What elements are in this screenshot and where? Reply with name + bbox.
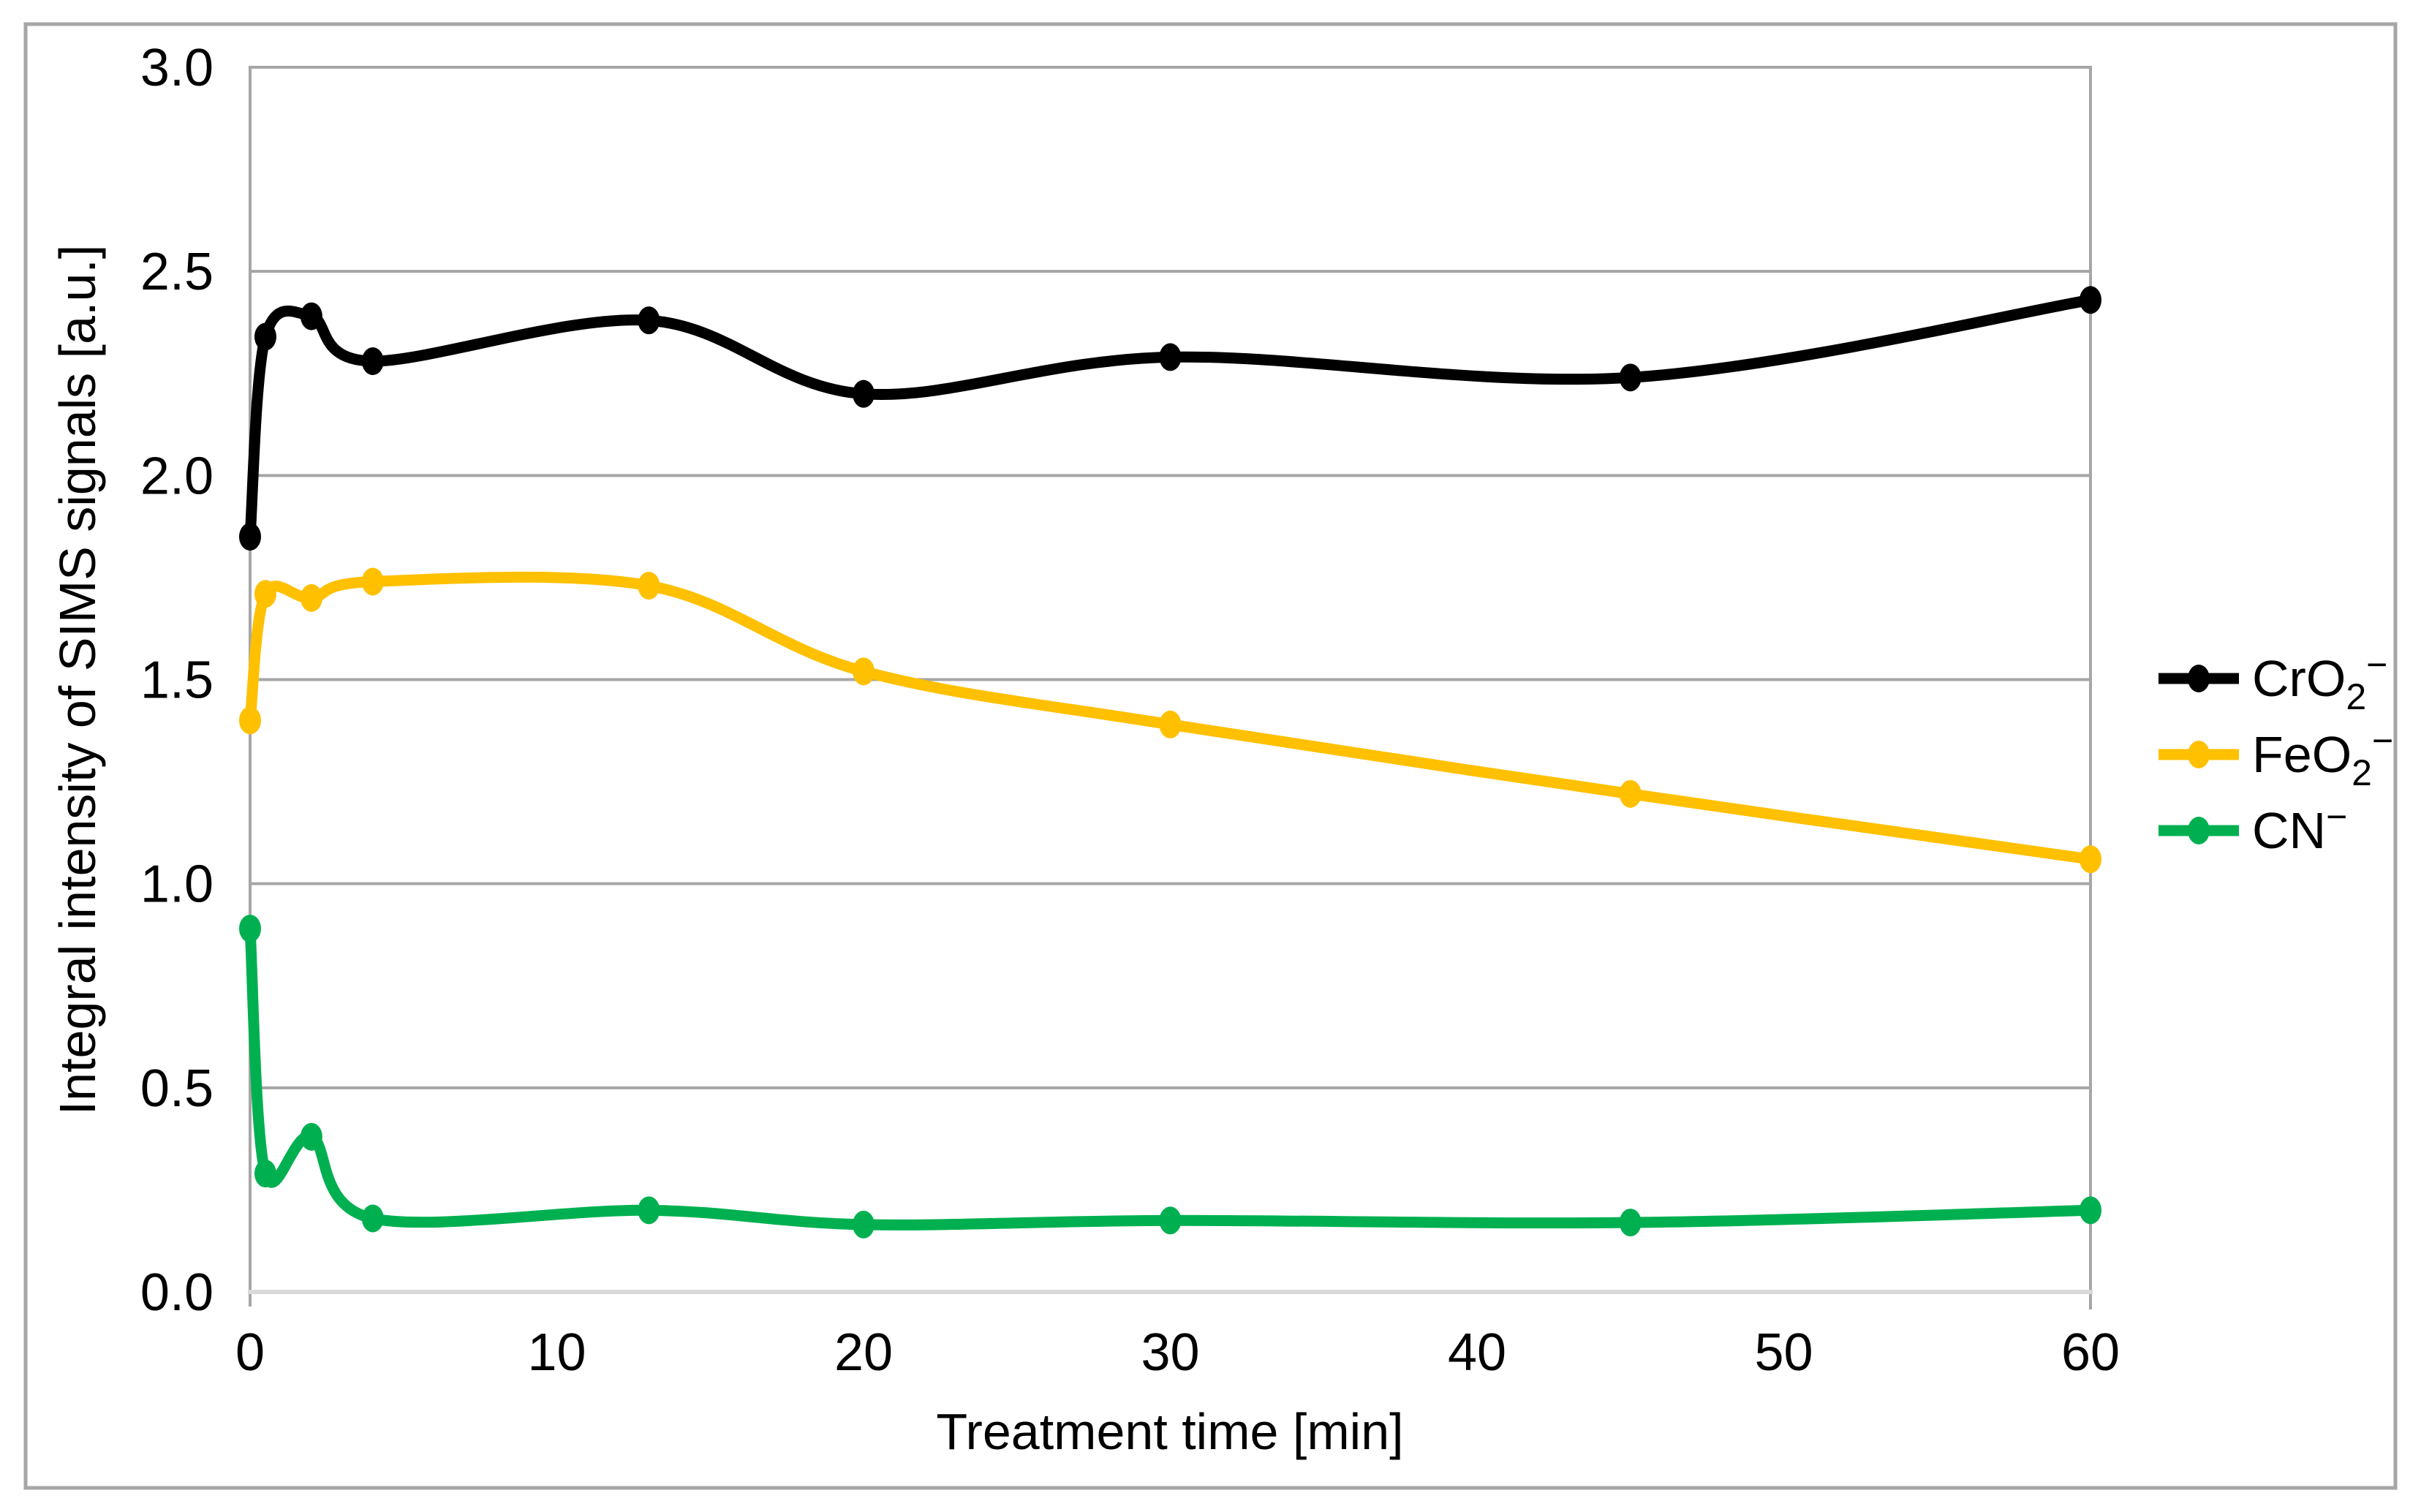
- y-tick-label: 2.0: [140, 447, 214, 505]
- data-point-marker-FeO2-: [1619, 779, 1642, 808]
- data-point-marker-CN-: [361, 1204, 384, 1233]
- data-point-marker-CN-: [254, 1160, 276, 1188]
- data-point-marker-CN-: [1159, 1206, 1182, 1235]
- y-tick-label: 2.5: [140, 243, 214, 301]
- legend: CrO2−FeO2−CN−: [2158, 644, 2393, 859]
- legend-item-FeO2-: FeO2−: [2158, 720, 2393, 793]
- data-point-marker-FeO2-: [1159, 710, 1182, 738]
- x-tick-label: 50: [1754, 1323, 1813, 1382]
- data-point-marker-CrO2-: [300, 302, 322, 330]
- legend-item-CN-: CN−: [2158, 796, 2347, 859]
- legend-label: CrO2−: [2252, 644, 2387, 717]
- data-point-marker-CrO2-: [1159, 343, 1182, 371]
- data-point-marker-FeO2-: [853, 657, 875, 686]
- y-tick-label: 1.0: [140, 855, 214, 914]
- data-point-marker-FeO2-: [239, 706, 261, 735]
- data-point-marker-CrO2-: [361, 347, 384, 375]
- data-point-marker-CrO2-: [2080, 286, 2101, 314]
- x-tick-label: 20: [834, 1323, 893, 1382]
- data-point-marker-FeO2-: [361, 567, 384, 596]
- legend-label: FeO2−: [2252, 720, 2393, 793]
- figure-outer-border: [23, 22, 2398, 1490]
- plot-area: 0.0 0.5 1.0 1.5 2.0 2.5 3.0 0 10 20 30 40 50 60: [140, 39, 2120, 1382]
- data-point-marker-CrO2-: [638, 306, 660, 335]
- data-point-marker-CN-: [2080, 1196, 2101, 1225]
- y-tick-label: 0.0: [140, 1263, 214, 1322]
- data-point-marker-FeO2-: [2080, 845, 2101, 874]
- x-tick-label: 10: [527, 1323, 586, 1382]
- x-tick-label: 30: [1141, 1323, 1199, 1382]
- data-point-marker-FeO2-: [300, 583, 322, 612]
- y-tick-label: 1.5: [140, 651, 214, 710]
- data-point-marker-CN-: [638, 1196, 660, 1225]
- x-tick-label: 60: [2061, 1323, 2120, 1382]
- data-point-marker-CrO2-: [1619, 363, 1642, 392]
- x-tick-label: 40: [1448, 1323, 1506, 1382]
- data-point-marker-CrO2-: [239, 523, 261, 551]
- x-axis-title: Treatment time [min]: [936, 1403, 1403, 1460]
- data-point-marker-CN-: [853, 1210, 875, 1239]
- data-point-marker-CN-: [239, 915, 261, 943]
- y-tick-label: 3.0: [140, 39, 214, 97]
- data-point-marker-CN-: [300, 1122, 322, 1151]
- legend-item-CrO2-: CrO2−: [2158, 644, 2387, 717]
- legend-label: CN−: [2252, 796, 2347, 859]
- legend-marker: [2188, 665, 2210, 692]
- data-point-marker-CrO2-: [254, 322, 276, 351]
- data-point-marker-CrO2-: [853, 379, 875, 408]
- x-tick-label: 0: [235, 1323, 265, 1382]
- legend-marker: [2188, 741, 2210, 768]
- legend-marker: [2188, 817, 2210, 844]
- y-tick-label: 0.5: [140, 1059, 214, 1118]
- data-point-marker-FeO2-: [638, 572, 660, 600]
- data-point-marker-CN-: [1619, 1209, 1642, 1237]
- data-point-marker-FeO2-: [254, 580, 276, 608]
- y-axis-title: Integral intensity of SIMS signals [a.u.…: [49, 245, 106, 1116]
